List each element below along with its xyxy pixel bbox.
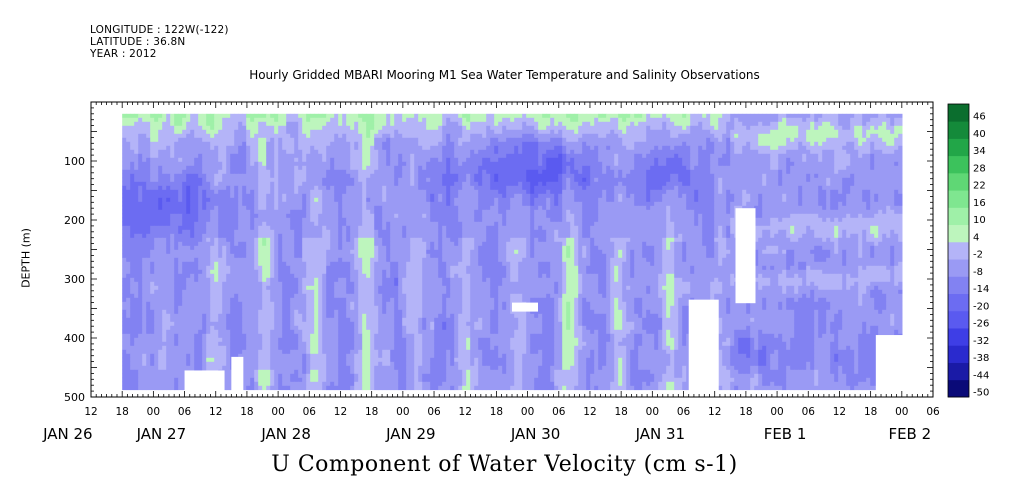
x-hour-label: 18 [864, 406, 877, 418]
colorbar-swatch [948, 190, 969, 208]
y-tick-label: 300 [64, 273, 85, 286]
year-label: YEAR : 2012 [90, 48, 157, 60]
colorbar-label: -8 [973, 267, 983, 278]
x-hour-label: 18 [490, 406, 503, 418]
colorbar-label: -20 [973, 301, 989, 312]
colorbar-swatch [948, 379, 969, 398]
x-hour-label: 00 [646, 406, 659, 418]
x-hour-label: 06 [677, 406, 691, 418]
colorbar-label: 46 [973, 112, 986, 123]
x-hour-label: 06 [552, 406, 566, 418]
heatmap-plot [122, 113, 918, 397]
colorbar-swatch [948, 224, 969, 243]
colorbar-label: 28 [973, 163, 986, 174]
colorbar-swatch [948, 362, 969, 381]
y-axis-ticks: 100 200 300 400 500 [64, 101, 933, 404]
x-hour-label: 12 [459, 406, 472, 418]
x-hour-label: 18 [240, 406, 253, 418]
x-day-label: JAN 30 [510, 425, 561, 443]
x-hour-label: 06 [802, 406, 816, 418]
colorbar-label: -50 [973, 388, 989, 399]
x-hour-label: 00 [895, 406, 908, 418]
colorbar-label: -26 [973, 319, 989, 330]
x-day-label: FEB 2 [888, 425, 931, 443]
colorbar-swatch [948, 172, 969, 191]
colorbar-label: 4 [973, 232, 979, 243]
x-axis-ticks: 12 18 00 06 12 18 00 06 12 18 00 06 12 18 00 06 12 18 00 06… [42, 102, 940, 443]
colorbar-swatch [948, 207, 969, 226]
x-hour-label: 12 [334, 406, 347, 418]
latitude-label: LATITUDE : 36.8N [90, 36, 186, 48]
x-hour-label: 06 [178, 406, 192, 418]
colorbar: 46 40 34 28 22 16 10 4 -2 -8 -14 -20 -26 -32 -38 -44 -50 [947, 103, 989, 399]
colorbar-swatch [948, 241, 969, 260]
x-hour-label: 12 [708, 406, 721, 418]
colorbar-swatch [948, 259, 969, 277]
colorbar-swatch [948, 121, 969, 139]
x-hour-label: 12 [833, 406, 846, 418]
x-day-label: JAN 27 [136, 425, 187, 443]
colorbar-label: -2 [973, 250, 983, 261]
y-tick-label: 400 [64, 332, 85, 345]
x-hour-label: 18 [614, 406, 627, 418]
x-hour-label: 12 [84, 406, 97, 418]
colorbar-swatch [948, 276, 969, 294]
x-hour-label: 12 [583, 406, 596, 418]
colorbar-label: 10 [973, 215, 986, 226]
colorbar-swatch [948, 345, 969, 363]
x-day-label: JAN 28 [260, 425, 311, 443]
colorbar-swatch [948, 155, 969, 174]
x-hour-label: 18 [365, 406, 378, 418]
y-tick-label: 500 [64, 391, 85, 404]
colorbar-label: -14 [973, 284, 989, 295]
x-day-label: JAN 26 [42, 425, 93, 443]
chart-title: Hourly Gridded MBARI Mooring M1 Sea Wate… [249, 68, 760, 82]
x-hour-label: 00 [770, 406, 783, 418]
y-tick-label: 100 [64, 155, 85, 168]
x-day-label: JAN 31 [635, 425, 686, 443]
x-hour-label: 00 [521, 406, 534, 418]
colorbar-label: 16 [973, 198, 986, 209]
colorbar-swatch [948, 328, 969, 346]
x-day-label: FEB 1 [764, 425, 807, 443]
colorbar-label: 40 [973, 129, 986, 140]
x-hour-label: 00 [147, 406, 160, 418]
colorbar-label: -38 [973, 353, 989, 364]
x-hour-label: 12 [209, 406, 222, 418]
x-hour-label: 06 [303, 406, 317, 418]
colorbar-swatch [948, 293, 969, 312]
x-hour-label: 06 [427, 406, 441, 418]
colorbar-swatch [948, 138, 969, 157]
colorbar-label: 22 [973, 181, 986, 192]
x-day-label: JAN 29 [385, 425, 436, 443]
colorbar-swatch [948, 104, 969, 122]
x-hour-label: 00 [271, 406, 284, 418]
variable-title: U Component of Water Velocity (cm s-1) [271, 452, 738, 477]
y-tick-label: 200 [64, 214, 85, 227]
x-hour-label: 06 [926, 406, 940, 418]
colorbar-frame [947, 103, 970, 398]
colorbar-label: -32 [973, 336, 989, 347]
colorbar-label: -44 [973, 370, 989, 381]
colorbar-swatch [948, 310, 969, 329]
x-hour-label: 18 [739, 406, 752, 418]
colorbar-label: 34 [973, 146, 986, 157]
x-hour-label: 00 [396, 406, 409, 418]
longitude-label: LONGITUDE : 122W(-122) [90, 24, 229, 36]
x-hour-label: 18 [115, 406, 128, 418]
